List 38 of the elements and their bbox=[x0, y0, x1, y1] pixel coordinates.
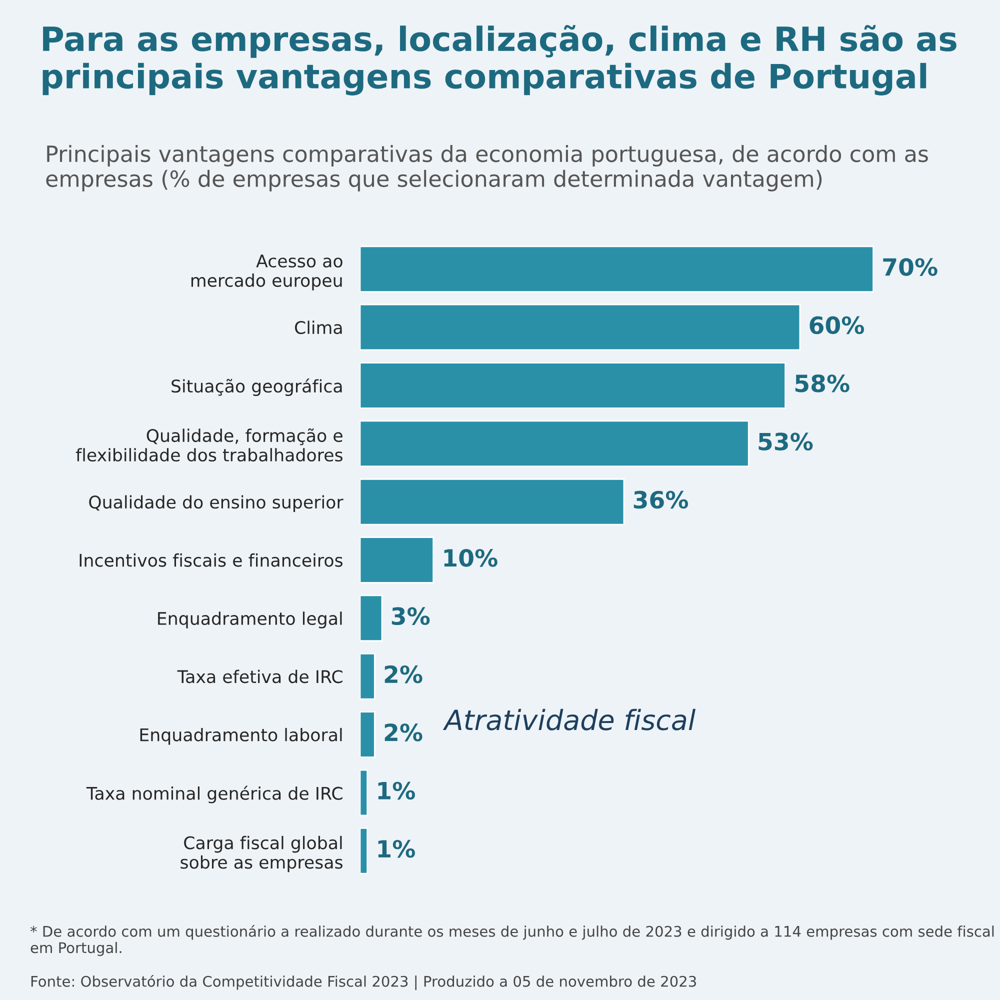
chart-subtitle: Principais vantagens comparativas da economia portuguesa, de acordo com as empresas (% de empresas que selecionaram determinada vantagem) bbox=[46, 145, 928, 192]
bar bbox=[360, 594, 383, 642]
y-tick-label: Incentivos fiscais e financeiros bbox=[80, 553, 342, 567]
data-label: 10% bbox=[444, 548, 498, 567]
y-tick-label: Situação geográfica bbox=[172, 378, 342, 396]
data-label: 36% bbox=[634, 490, 688, 509]
bar bbox=[360, 246, 874, 292]
bar bbox=[360, 769, 368, 816]
y-tick-label: Acesso ao mercado europeu bbox=[191, 254, 342, 290]
y-tick-label: Qualidade, formação e flexibilidade dos trabalhadores bbox=[76, 428, 342, 462]
y-tick-label: Enquadramento laboral bbox=[140, 728, 342, 745]
data-label: 1% bbox=[378, 782, 415, 800]
bar bbox=[360, 711, 376, 758]
data-label: 53% bbox=[758, 432, 813, 450]
bar bbox=[360, 478, 625, 526]
annotation: Atratividade fiscal bbox=[442, 708, 696, 730]
chart-title: Para as empresas, localização, clima e RH são as principais vantagens comparativas de Portugal bbox=[42, 25, 956, 96]
y-tick-label: Taxa efetiva de IRC bbox=[177, 670, 342, 684]
data-label: 3% bbox=[392, 607, 430, 626]
data-label: 1% bbox=[378, 840, 415, 858]
bar bbox=[360, 362, 786, 409]
data-label: 70% bbox=[883, 258, 938, 276]
bar bbox=[360, 828, 368, 874]
bar bbox=[360, 536, 434, 584]
y-tick-label: Enquadramento legal bbox=[158, 612, 342, 628]
y-tick-label: Clima bbox=[294, 320, 342, 334]
bar bbox=[360, 420, 750, 468]
data-label: 58% bbox=[795, 374, 850, 392]
data-label: 2% bbox=[384, 665, 422, 684]
data-label: 2% bbox=[384, 724, 422, 742]
y-tick-label: Qualidade do ensino superior bbox=[89, 495, 344, 512]
bar bbox=[360, 652, 376, 700]
y-tick-label: Carga fiscal global sobre as empresas bbox=[180, 836, 342, 872]
bar bbox=[360, 304, 801, 351]
source-note: Fonte: Observatório da Competitividade Fiscal 2023 | Produzido a 05 de novembro de 2023 bbox=[31, 975, 696, 990]
data-label: 60% bbox=[810, 316, 864, 334]
y-tick-label: Taxa nominal genérica de IRC bbox=[86, 786, 342, 804]
text: * De acordo com um questionário a realizado durante os meses de junho e julho de 2023 e dirigido a 114 empresas com sede fiscal em Portugal. bbox=[30, 925, 994, 956]
